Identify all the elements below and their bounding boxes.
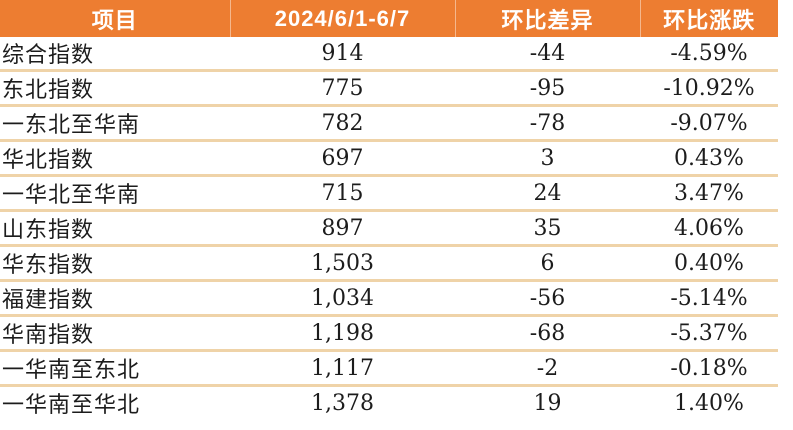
item-name-cell: 一东北至华南: [0, 105, 230, 142]
value-cell: 35: [455, 210, 640, 247]
table-row: 一东北至华南 782 -78 -9.07%: [0, 105, 778, 142]
table-row: 华东指数 1,503 6 0.40%: [0, 245, 778, 282]
table-body: 综合指数 914 -44 -4.59% 东北指数 775 -95 -10.92% 一东北至华南 7…: [0, 37, 778, 419]
value-cell: 1,378: [311, 390, 374, 416]
value-cell: 897: [230, 210, 455, 247]
table-row: 东北指数 775 -95 -10.92%: [0, 70, 778, 107]
item-name-cell: 东北指数: [0, 70, 230, 107]
value-cell: 914: [230, 37, 455, 72]
item-name-cell: 华东指数: [0, 245, 230, 282]
value-cell: 3.47%: [640, 175, 778, 212]
value-cell: 0.40%: [640, 245, 778, 282]
value-cell: 1.40%: [674, 390, 744, 416]
value-cell: -95: [455, 70, 640, 107]
table-row: 福建指数 1,034 -56 -5.14%: [0, 280, 778, 317]
value-cell: 3: [455, 140, 640, 177]
value-cell: -2: [455, 350, 640, 387]
value-cell: 1,503: [230, 245, 455, 282]
table-row: 华北指数 697 3 0.43%: [0, 140, 778, 177]
value-cell: -78: [455, 105, 640, 142]
value-cell: -5.14%: [640, 280, 778, 317]
table-row: 山东指数 897 35 4.06%: [0, 210, 778, 247]
value-cell: 1,117: [230, 350, 455, 387]
value-cell: 782: [230, 105, 455, 142]
table-row: 华南指数 1,198 -68 -5.37%: [0, 315, 778, 352]
item-name-cell: 综合指数: [0, 37, 230, 72]
value-cell: 4.06%: [640, 210, 778, 247]
value-cell: 24: [455, 175, 640, 212]
value-cell: -10.92%: [640, 70, 778, 107]
value-cell: 6: [455, 245, 640, 282]
item-name-cell: 福建指数: [0, 280, 230, 317]
item-name-cell: 一华北至华南: [0, 175, 230, 212]
value-cell: -9.07%: [640, 105, 778, 142]
item-name-cell: 一华南至东北: [0, 350, 230, 387]
column-header-item: 项目: [0, 0, 230, 37]
value-cell: 775: [230, 70, 455, 107]
value-cell: 697: [230, 140, 455, 177]
column-header-wow-change: 环比涨跌: [639, 0, 778, 37]
value-cell: 1,198: [230, 315, 455, 352]
value-cell: 1,034: [230, 280, 455, 317]
item-name-cell: 山东指数: [0, 210, 230, 247]
value-cell: -56: [455, 280, 640, 317]
table-row: 综合指数 914 -44 -4.59%: [0, 37, 778, 72]
value-cell: -4.59%: [640, 37, 778, 72]
value-cell: -44: [455, 37, 640, 72]
index-table: 项目 2024/6/1-6/7 环比差异 环比涨跌 综合指数 914 -44 -4.5…: [0, 0, 778, 419]
item-name-cell: 华南指数: [0, 315, 230, 352]
item-name-cell: 华北指数: [0, 140, 230, 177]
value-cell: 715: [230, 175, 455, 212]
table-row: 一华南至东北 1,117 -2 -0.18%: [0, 350, 778, 387]
column-header-period: 2024/6/1-6/7: [229, 0, 455, 37]
item-name-cell: 一华南至华北: [2, 393, 141, 418]
value-cell: -0.18%: [640, 350, 778, 387]
table-row: 一华北至华南 715 24 3.47%: [0, 175, 778, 212]
value-cell: 19: [533, 390, 562, 416]
value-cell: 0.43%: [640, 140, 778, 177]
table-row: 一华南至华北 1,378 19 1.40%: [0, 386, 778, 420]
value-cell: -5.37%: [640, 315, 778, 352]
value-cell: -68: [455, 315, 640, 352]
column-header-wow-diff: 环比差异: [454, 0, 640, 37]
table-header-row: 项目 2024/6/1-6/7 环比差异 环比涨跌: [0, 0, 778, 37]
